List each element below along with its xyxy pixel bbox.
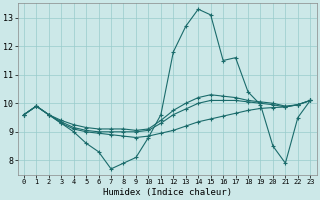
X-axis label: Humidex (Indice chaleur): Humidex (Indice chaleur)	[103, 188, 232, 197]
